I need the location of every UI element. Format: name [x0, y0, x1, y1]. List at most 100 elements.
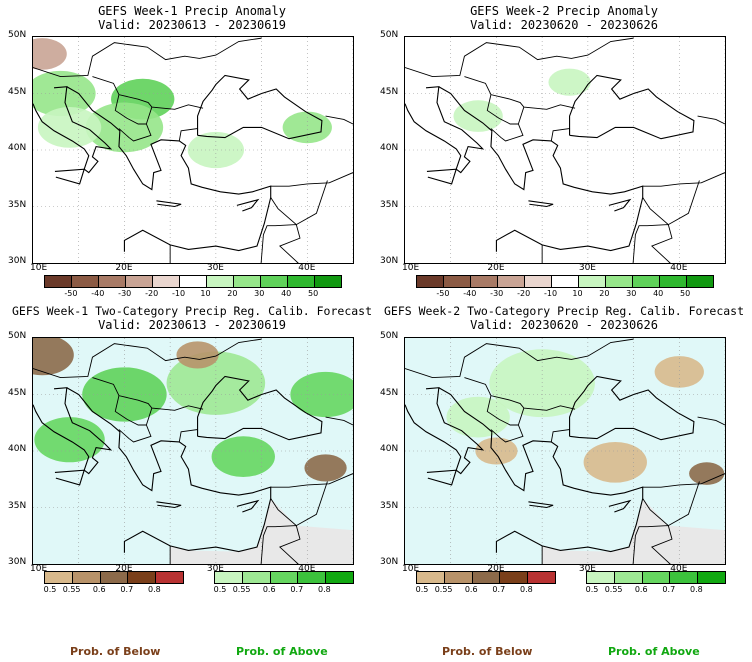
- colorbar-label: 20: [599, 289, 610, 298]
- colorbar-swatch: [417, 572, 445, 583]
- country-border: [517, 407, 525, 426]
- colorbar-label: -20: [145, 289, 159, 298]
- colorbar-swatch: [326, 572, 353, 583]
- coastline: [54, 168, 85, 185]
- colorbar-label: -50: [64, 289, 78, 298]
- coastline: [405, 387, 485, 475]
- map-p3: [32, 337, 354, 565]
- coastline: [528, 200, 554, 208]
- colorbar-label: -40: [463, 289, 477, 298]
- precip-patch: [689, 462, 725, 485]
- colorbar-swatch: [72, 572, 101, 583]
- precip-patch: [548, 68, 591, 96]
- colorbar-swatch: [99, 276, 126, 287]
- colorbar-label: 0.7: [492, 585, 506, 594]
- country-border: [550, 429, 571, 443]
- lon-tick-label: 30E: [578, 263, 596, 273]
- country-border: [642, 473, 725, 488]
- colorbar-label: 0.55: [604, 585, 623, 594]
- colorbar-swatch: [417, 276, 444, 287]
- colorbar-swatch: [126, 276, 153, 287]
- precip-patch: [85, 102, 164, 153]
- lat-tick-label: 40N: [8, 143, 27, 153]
- panel-title: GEFS Week-1 Two-Category Precip Reg. Cal…: [11, 304, 373, 318]
- colorbar-label: 0.55: [232, 585, 251, 594]
- colorbar-label: 0.5: [415, 585, 429, 594]
- lat-tick-label: 50N: [380, 331, 399, 341]
- colorbar-swatch: [642, 572, 671, 583]
- precip-patch: [33, 70, 96, 117]
- legend-prob-below: Prob. of Below: [442, 645, 533, 658]
- colorbar-swatch: [215, 572, 243, 583]
- lat-tick-label: 30N: [380, 557, 399, 567]
- map-svg: [33, 37, 353, 263]
- colorbar-label: -30: [118, 289, 132, 298]
- lon-tick-label: 30E: [578, 564, 596, 574]
- colorbar-label: 30: [254, 289, 265, 298]
- colorbar-label: 0.7: [290, 585, 304, 594]
- colorbar-swatch: [498, 276, 525, 287]
- coastline: [528, 501, 554, 509]
- country-border: [270, 180, 328, 226]
- precip-patch: [654, 356, 704, 388]
- colorbar-label: 0.8: [520, 585, 533, 594]
- colorbar-label: 50: [307, 289, 319, 298]
- panel-valid-date: Valid: 20230613 - 20230619: [98, 318, 286, 332]
- country-border: [486, 395, 524, 443]
- lat-tick-label: 40N: [380, 143, 399, 153]
- colorbar-swatch: [156, 572, 183, 583]
- no-data-region: [542, 498, 725, 564]
- colorbar-label: -10: [171, 289, 186, 298]
- country-border: [260, 525, 301, 564]
- country-border: [697, 115, 725, 125]
- colorbar-label: 0.5: [585, 585, 599, 594]
- panel-valid-date: Valid: 20230620 - 20230626: [470, 18, 658, 32]
- legend-prob-below: Prob. of Below: [70, 645, 161, 658]
- colorbar-label: 0.5: [213, 585, 227, 594]
- lat-tick-label: 45N: [8, 86, 27, 97]
- precip-patch: [304, 454, 347, 482]
- colorbar-label: 0.7: [662, 585, 676, 594]
- country-border: [642, 180, 700, 226]
- lat-tick-label: 30N: [8, 557, 27, 567]
- lat-tick-label: 50N: [8, 30, 27, 40]
- colorbar-label: -10: [543, 289, 558, 298]
- colorbar-swatch: [606, 276, 633, 287]
- lon-tick-label: 10E: [30, 263, 48, 273]
- country-border: [642, 172, 725, 187]
- coastline: [156, 501, 182, 509]
- colorbar-label: 0.55: [62, 585, 81, 594]
- country-border: [260, 224, 301, 263]
- precip-patch: [453, 100, 503, 132]
- lat-tick-label: 35N: [380, 500, 399, 511]
- colorbar-swatch: [633, 276, 660, 287]
- country-border: [550, 128, 571, 142]
- country-border: [270, 473, 353, 488]
- colorbar-swatch: [153, 276, 180, 287]
- colorbar-swatch: [528, 572, 555, 583]
- colorbar-label: 0.55: [434, 585, 453, 594]
- colorbar-swatch: [45, 572, 73, 583]
- colorbar-label: 50: [679, 289, 691, 298]
- coastline: [236, 499, 260, 513]
- coastline: [569, 74, 695, 140]
- colorbar-label: -30: [490, 289, 504, 298]
- country-border: [178, 429, 199, 443]
- prob-above-colorbar: [214, 571, 354, 584]
- lon-tick-label: 20E: [115, 263, 133, 273]
- colorbar-swatch: [698, 572, 725, 583]
- panel-title: GEFS Week-2 Precip Anomaly: [470, 4, 658, 18]
- coastline: [438, 86, 644, 252]
- colorbar-label: 0.8: [318, 585, 331, 594]
- coastline: [156, 200, 182, 208]
- lon-tick-label: 10E: [30, 564, 48, 574]
- precip-patch: [446, 396, 510, 438]
- lon-tick-label: 10E: [402, 263, 420, 273]
- coastline: [405, 86, 485, 174]
- prob-below-colorbar: [416, 571, 556, 584]
- country-border: [145, 106, 153, 125]
- colorbar-swatch: [552, 276, 579, 287]
- precip-patch: [33, 338, 74, 376]
- country-border: [270, 172, 353, 187]
- anomaly-colorbar: [44, 275, 342, 288]
